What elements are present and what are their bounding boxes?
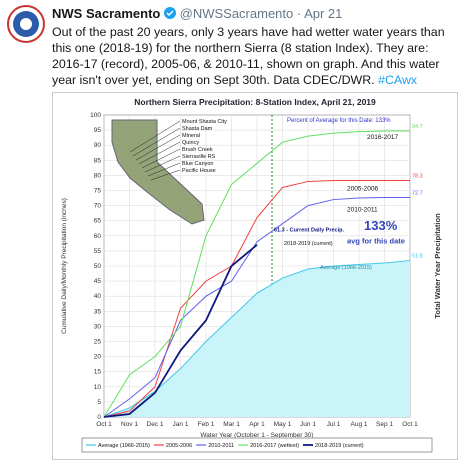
tweet-header: NWS Sacramento @NWSSacramento · Apr 21: [52, 6, 343, 21]
y-tick-label: 0: [97, 414, 101, 421]
author-name[interactable]: NWS Sacramento: [52, 6, 161, 21]
y2-axis-label: Total Water Year Precipitation: [433, 213, 442, 319]
station-pointer: [132, 127, 181, 157]
y-tick-label: 30: [94, 323, 102, 330]
avatar[interactable]: [6, 4, 46, 44]
date[interactable]: Apr 21: [304, 6, 343, 21]
label-avg: Average (1966-2015): [320, 265, 372, 271]
label-2010: 2010-2011: [347, 207, 378, 214]
end-value-label: 72.7: [412, 190, 423, 196]
end-value-label: 78.3: [412, 174, 423, 180]
station-label: Pacific House: [182, 168, 216, 174]
y-tick-label: 65: [94, 218, 102, 225]
y-tick-label: 80: [94, 172, 102, 179]
x-tick-label: Apr 1: [249, 421, 265, 428]
station-pointer: [141, 148, 181, 169]
x-tick-label: Sep 1: [376, 421, 393, 428]
station-label: Brush Creek: [182, 147, 213, 153]
label-2005: 2005-2006: [347, 186, 378, 193]
y-tick-label: 95: [94, 127, 102, 134]
x-tick-label: Jan 1: [173, 421, 189, 428]
x-tick-label: Oct 1: [96, 421, 112, 428]
chart[interactable]: Northern Sierra Precipitation: 8-Station…: [52, 92, 458, 460]
legend-label: 2016-2017 (wettest): [250, 443, 299, 449]
legend-box: [81, 437, 433, 453]
end-value-label: 94.7: [412, 124, 423, 130]
x-tick-label: Jun 1: [300, 421, 316, 428]
y-tick-label: 70: [94, 203, 102, 210]
series-line: [103, 130, 410, 418]
x-tick-label: Feb 1: [198, 421, 215, 428]
y-tick-label: 85: [94, 157, 102, 164]
y-tick-label: 35: [94, 308, 102, 315]
text: Out of the past 20 years, only 3 years h…: [52, 25, 445, 87]
x-tick-label: May 1: [274, 421, 292, 428]
chart-title: Northern Sierra Precipitation: 8-Station…: [134, 97, 376, 107]
station-pointer: [144, 155, 181, 173]
series-line: [103, 244, 258, 418]
series-line: [103, 180, 410, 418]
y-axis-label: Cumulative Daily/Monthly Precipitation (…: [61, 198, 68, 334]
y-tick-label: 25: [94, 339, 102, 346]
percent-note: Percent of Average for this Date: 133%: [287, 118, 391, 124]
x-tick-label: Nov 1: [121, 421, 138, 428]
average-area: [104, 260, 410, 417]
station-label: Quincy: [182, 140, 199, 146]
y-tick-label: 90: [94, 142, 102, 149]
y-tick-label: 55: [94, 248, 102, 255]
legend-label: 2018-2019 (current): [315, 443, 364, 449]
x-tick-label: Aug 1: [351, 421, 368, 428]
station-pointer: [135, 134, 181, 161]
label-2018: 2018-2019 (current): [284, 241, 333, 247]
x-axis-label: Water Year (October 1 - September 30): [200, 432, 313, 439]
x-tick-label: Mar 1: [223, 421, 240, 428]
station-pointer: [129, 120, 181, 153]
label-2016: 2016-2017: [367, 134, 398, 141]
station-label: Sierraville RS: [182, 154, 216, 160]
legend-label: Average (1966-2015): [98, 443, 150, 449]
x-tick-label: Dec 1: [147, 421, 164, 428]
hashtag[interactable]: #CAwx: [378, 73, 418, 87]
y-tick-label: 100: [90, 112, 101, 119]
y-tick-label: 45: [94, 278, 102, 285]
verified-badge: [164, 7, 176, 19]
x-tick-label: Oct 1: [402, 421, 418, 428]
y-tick-label: 75: [94, 188, 102, 195]
y-tick-label: 60: [94, 233, 102, 240]
x-tick-label: Jul 1: [327, 421, 341, 428]
y-tick-label: 15: [94, 369, 102, 376]
handle[interactable]: @NWSSacramento: [179, 6, 294, 21]
legend-label: 2005-2006: [166, 443, 192, 449]
y-tick-label: 50: [94, 263, 102, 270]
station-pointer: [150, 169, 181, 181]
tweet-text: Out of the past 20 years, only 3 years h…: [52, 24, 458, 88]
current-note: 61.3 - Current Daily Precip.: [274, 227, 344, 233]
y-tick-label: 10: [94, 384, 102, 391]
station-label: Mineral: [182, 133, 200, 139]
station-label: Shasta Dam: [182, 126, 213, 132]
station-pointer: [147, 162, 181, 177]
avg-note: avg for this date: [347, 236, 405, 245]
station-pointer: [138, 141, 181, 165]
y-tick-label: 20: [94, 354, 102, 361]
station-label: Mount Shasta City: [182, 119, 227, 125]
series-line: [103, 196, 410, 418]
y-tick-label: 5: [97, 399, 101, 406]
station-label: Blue Canyon: [182, 161, 214, 167]
y-tick-label: 40: [94, 293, 102, 300]
legend-label: 2010-2011: [208, 443, 234, 449]
end-value-label: 51.8: [412, 254, 423, 260]
big-percent: 133%: [364, 218, 398, 233]
